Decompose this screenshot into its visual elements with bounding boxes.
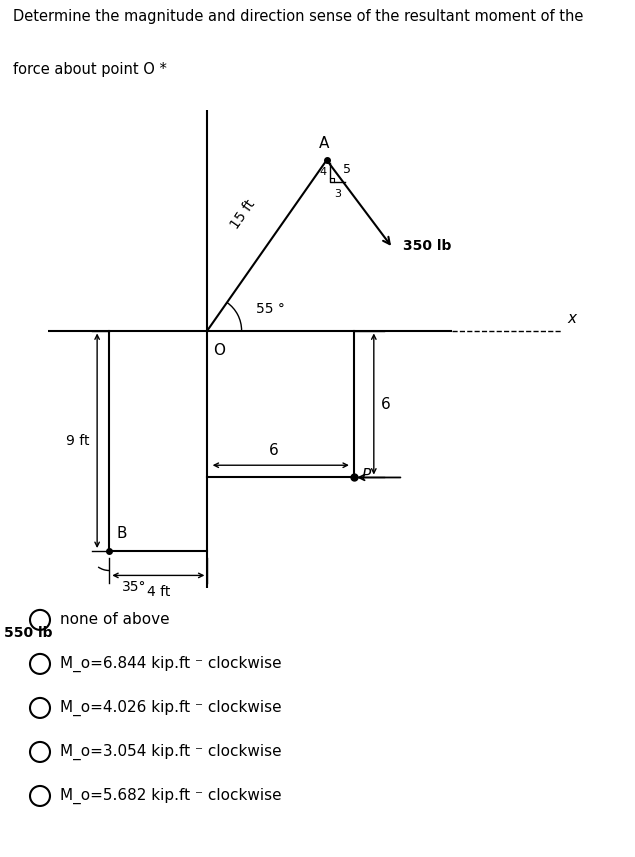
Text: A: A bbox=[319, 136, 330, 152]
Text: 35°: 35° bbox=[122, 580, 146, 594]
Text: O: O bbox=[213, 343, 225, 358]
Text: M_o=4.026 kip.ft ⁻ clockwise: M_o=4.026 kip.ft ⁻ clockwise bbox=[60, 700, 282, 716]
Text: 4 ft: 4 ft bbox=[147, 585, 170, 599]
Text: 15 ft: 15 ft bbox=[229, 197, 258, 232]
Text: M_o=5.682 kip.ft ⁻ clockwise: M_o=5.682 kip.ft ⁻ clockwise bbox=[60, 788, 282, 804]
Text: 6: 6 bbox=[269, 443, 278, 458]
Text: M_o=3.054 kip.ft ⁻ clockwise: M_o=3.054 kip.ft ⁻ clockwise bbox=[60, 744, 282, 760]
Text: 5: 5 bbox=[343, 164, 351, 177]
Text: x: x bbox=[567, 310, 576, 326]
Text: 4: 4 bbox=[319, 167, 326, 177]
Text: 55 °: 55 ° bbox=[257, 302, 285, 316]
Text: force about point O *: force about point O * bbox=[13, 62, 166, 77]
Text: 9 ft: 9 ft bbox=[66, 434, 90, 447]
Text: 350 lb: 350 lb bbox=[403, 239, 451, 253]
Text: M_o=6.844 kip.ft ⁻ clockwise: M_o=6.844 kip.ft ⁻ clockwise bbox=[60, 656, 282, 672]
Text: P: P bbox=[361, 468, 371, 482]
Text: 550 lb: 550 lb bbox=[4, 626, 53, 640]
Text: 3: 3 bbox=[334, 189, 341, 200]
Text: none of above: none of above bbox=[60, 613, 170, 627]
Text: 6: 6 bbox=[381, 397, 391, 411]
Text: Determine the magnitude and direction sense of the resultant moment of the: Determine the magnitude and direction se… bbox=[13, 9, 583, 24]
Text: B: B bbox=[117, 526, 127, 541]
